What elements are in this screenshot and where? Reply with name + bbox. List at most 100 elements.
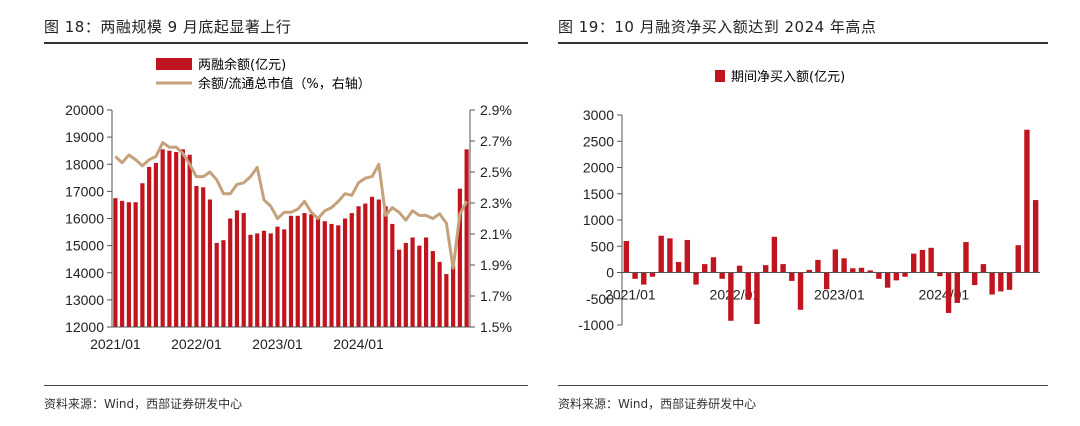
balance-bar <box>288 215 294 327</box>
balance-bar <box>430 251 435 327</box>
balance-bar <box>160 149 165 327</box>
net-buy-bar <box>858 267 865 273</box>
right-chart-y-tick-label: 1000 <box>583 212 614 228</box>
balance-bar <box>369 196 375 327</box>
right-title-rule <box>558 42 1048 44</box>
right-y-tick-label: 2.7% <box>480 133 512 149</box>
right-figure-panel: 图 19：10 月融资净买入额达到 2024 年高点 期间净买入额(亿元) -1… <box>540 0 1080 426</box>
net-buy-bar <box>1032 200 1039 273</box>
net-buy-bar <box>719 272 725 279</box>
balance-bar <box>295 215 300 327</box>
left-y-tick-label: 12000 <box>65 319 104 335</box>
left-x-tick-label: 2024/01 <box>333 336 384 352</box>
balance-bar <box>336 225 341 327</box>
balance-bar <box>451 265 456 327</box>
net-buy-bar <box>693 272 699 285</box>
right-legend: 期间净买入额(亿元) <box>715 70 845 85</box>
balance-bar <box>268 233 273 327</box>
balance-bar <box>275 226 280 327</box>
right-chart-x-tick-label: 2022/01 <box>710 287 761 303</box>
balance-bar <box>194 185 199 327</box>
balance-bar <box>187 154 192 327</box>
balance-bar <box>309 214 314 327</box>
net-buy-bar <box>850 268 856 273</box>
net-buy-bar <box>623 241 630 273</box>
right-chart-y-tick-label: -500 <box>586 291 614 307</box>
balance-bar <box>133 202 138 327</box>
balance-bar <box>444 274 449 327</box>
legend-bar-label: 两融余额(亿元) <box>198 57 286 73</box>
left-bottom-rule <box>44 385 528 386</box>
balance-bar <box>241 213 246 327</box>
balance-bar <box>248 234 253 327</box>
balance-bar <box>457 188 462 327</box>
net-buy-bar <box>1006 272 1013 290</box>
balance-bar <box>167 150 172 327</box>
net-buy-bar <box>736 265 743 273</box>
balance-bar <box>342 218 348 327</box>
balance-bar <box>390 223 395 327</box>
balance-bar <box>424 237 429 327</box>
legend-bar-swatch <box>156 58 192 70</box>
balance-bar <box>322 221 327 327</box>
balance-bar <box>140 183 145 327</box>
net-buy-bar <box>1015 245 1021 273</box>
balance-bar <box>207 199 213 327</box>
right-y-tick-label: 2.3% <box>480 195 512 211</box>
balance-bar <box>315 217 321 327</box>
left-x-tick-label: 2022/01 <box>171 336 222 352</box>
balance-bar <box>417 245 422 327</box>
net-buy-bar <box>728 272 734 321</box>
right-chart-y-tick-label: 3000 <box>583 107 614 123</box>
balance-bar <box>329 223 334 327</box>
balance-bar <box>255 233 260 327</box>
net-buy-bar <box>884 272 891 288</box>
net-buy-bar <box>876 272 882 279</box>
balance-bar <box>302 213 307 327</box>
net-buy-bar <box>667 238 673 273</box>
right-chart-y-tick-label: 0 <box>606 265 614 281</box>
balance-bar <box>234 210 240 327</box>
net-buy-bar <box>762 265 769 273</box>
right-y-tick-label: 1.9% <box>480 257 512 273</box>
net-buy-bar <box>1024 129 1030 273</box>
ratio-line <box>114 141 468 270</box>
balance-bar <box>228 218 233 327</box>
net-buy-bar <box>710 257 717 273</box>
left-y-tick-label: 20000 <box>65 102 104 118</box>
balance-bar <box>201 187 206 327</box>
left-y-tick-label: 17000 <box>65 183 104 199</box>
net-buy-bar <box>658 235 664 273</box>
right-y-tick-label: 2.1% <box>480 226 512 242</box>
net-buy-bar <box>980 264 987 273</box>
balance-bar <box>376 199 381 327</box>
balance-bar <box>383 206 388 327</box>
balance-bar <box>221 240 226 327</box>
right-source-note: 资料来源：Wind，西部证券研发中心 <box>558 397 757 411</box>
left-x-tick-label: 2021/01 <box>90 336 141 352</box>
right-y-tick-label: 1.7% <box>480 288 512 304</box>
legend-bar-label: 期间净买入额(亿元) <box>731 70 845 85</box>
balance-bar <box>214 242 219 327</box>
net-buy-bar <box>702 264 708 273</box>
right-chart-y-tick-label: -1000 <box>578 317 614 333</box>
left-y-tick-label: 13000 <box>65 292 104 308</box>
right-chart-y-tick-label: 2000 <box>583 160 614 176</box>
net-buy-bar <box>675 262 682 273</box>
left-y-tick-label: 14000 <box>65 265 104 281</box>
right-y-tick-label: 2.9% <box>480 102 512 118</box>
legend-bar-swatch <box>715 70 725 82</box>
net-buy-bar <box>937 272 943 277</box>
net-buy-bar <box>789 272 795 281</box>
net-buy-bar <box>745 272 751 300</box>
net-buy-bar <box>954 272 960 303</box>
balance-bar <box>437 261 442 327</box>
net-buy-bar <box>971 272 978 286</box>
balance-bar <box>363 203 368 327</box>
right-chart-x-tick-label: 2021/01 <box>605 287 656 303</box>
balance-bar <box>349 213 354 327</box>
net-buy-bar <box>780 264 786 273</box>
net-buy-bar <box>963 242 969 273</box>
balance-bar <box>126 202 131 327</box>
right-chart-svg: 期间净买入额(亿元) -1000 -500 0 500 1000 1500 2000 2500… <box>578 70 1040 333</box>
